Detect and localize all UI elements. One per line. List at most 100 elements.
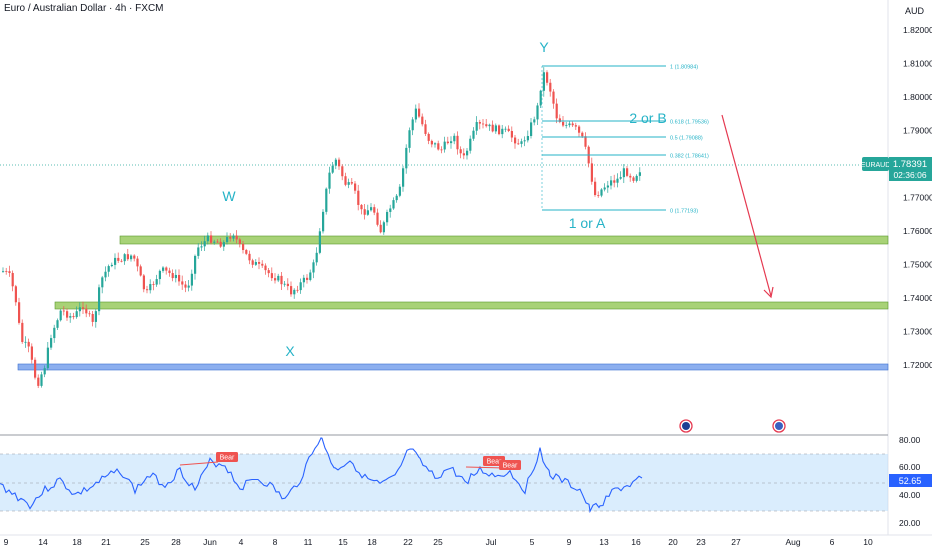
candle-body	[226, 237, 229, 243]
projection-arrow[interactable]	[721, 114, 772, 297]
candle-body	[21, 322, 24, 342]
time-tick: 18	[367, 537, 377, 547]
candle-body	[536, 105, 539, 120]
candle-body	[629, 175, 632, 178]
candle-body	[34, 359, 37, 378]
candle-body	[274, 278, 277, 281]
candle-body	[5, 271, 8, 272]
candle-body	[94, 311, 97, 322]
candle-body	[341, 166, 344, 177]
candle-body	[494, 125, 497, 132]
candle-body	[43, 368, 46, 375]
candle-body	[616, 178, 619, 183]
resistance-zone-upper[interactable]	[119, 235, 889, 245]
candle-body	[232, 235, 235, 239]
time-tick: 28	[171, 537, 181, 547]
candle-body	[69, 316, 72, 318]
candle-body	[594, 181, 597, 196]
time-tick: 18	[72, 537, 82, 547]
candle-body	[565, 125, 568, 126]
time-tick: 27	[731, 537, 741, 547]
candle-body	[2, 271, 5, 272]
candle-body	[421, 116, 424, 125]
candle-body	[277, 275, 280, 281]
candle-body	[75, 311, 78, 318]
candle-body	[632, 177, 635, 181]
rsi-tick: 20.00	[899, 518, 921, 528]
economic-event-icon-2[interactable]	[772, 419, 786, 433]
candle-body	[117, 257, 120, 261]
time-tick: 13	[599, 537, 609, 547]
candle-body	[37, 377, 40, 386]
candle-body	[101, 277, 104, 288]
support-zone-middle[interactable]	[54, 301, 889, 310]
candle-body	[98, 287, 101, 312]
wave-label-1-or-a: 1 or A	[569, 215, 606, 231]
support-zone-blue[interactable]	[17, 363, 889, 371]
candle-body	[264, 265, 267, 271]
candle-body	[600, 189, 603, 196]
candle-body	[386, 211, 389, 223]
economic-event-icon[interactable]	[679, 419, 693, 433]
candle-body	[462, 153, 465, 156]
candle-body	[104, 271, 107, 278]
candle-body	[110, 264, 113, 267]
last-price-value: 1.78391	[893, 159, 927, 170]
candle-body	[517, 143, 520, 145]
time-tick: 25	[433, 537, 443, 547]
candle-body	[331, 165, 334, 173]
candle-body	[370, 207, 373, 211]
candle-body	[251, 260, 254, 265]
fib-level-label: 0.382 (1.78641)	[670, 154, 709, 160]
bear-tag	[499, 460, 521, 470]
price-tick: 1.81000	[903, 59, 932, 69]
candle-body	[59, 310, 62, 321]
candle-body	[149, 284, 152, 291]
candle-body	[533, 119, 536, 123]
candle-body	[453, 135, 456, 142]
candle-body	[158, 270, 161, 280]
price-tick: 1.77000	[903, 193, 932, 203]
candle-body	[82, 307, 85, 309]
candle-body	[302, 277, 305, 283]
fibonacci-retracement[interactable]: 1 (1.80984) 0.618 (1.79536) 0.5 (1.79088) 0…	[541, 65, 709, 215]
candle-body	[392, 200, 395, 209]
candle-body	[219, 241, 222, 247]
price-tick: 1.74000	[903, 293, 932, 303]
candle-body	[613, 180, 616, 183]
candle-body	[280, 275, 283, 285]
candle-body	[190, 273, 193, 286]
time-tick: 4	[239, 537, 244, 547]
candle-body	[254, 262, 257, 265]
candle-body	[610, 180, 613, 186]
candle-body	[309, 272, 312, 280]
candle-body	[434, 143, 437, 145]
candle-body	[440, 149, 443, 151]
time-tick: 21	[101, 537, 111, 547]
candle-body	[184, 284, 187, 288]
time-tick: 8	[273, 537, 278, 547]
price-tick: 1.75000	[903, 260, 932, 270]
candle-body	[88, 313, 91, 315]
candle-body	[40, 374, 43, 386]
candle-body	[114, 257, 117, 265]
rsi-band	[0, 454, 888, 511]
price-tick: 1.73000	[903, 327, 932, 337]
candle-body	[338, 159, 341, 167]
candle-body	[459, 149, 462, 154]
candle-body	[498, 125, 501, 135]
candle-body	[482, 123, 485, 125]
candle-body	[405, 147, 408, 169]
candle-body	[290, 286, 293, 295]
candle-body	[360, 204, 363, 210]
time-tick: 6	[830, 537, 835, 547]
rsi-tick: 80.00	[899, 435, 921, 445]
axes: 1.820001.810001.800001.790001.780001.770…	[4, 25, 932, 547]
candle-body	[50, 338, 53, 348]
price-tick: 1.72000	[903, 360, 932, 370]
candle-body	[242, 243, 245, 251]
candle-body	[120, 260, 123, 262]
candle-body	[469, 138, 472, 151]
